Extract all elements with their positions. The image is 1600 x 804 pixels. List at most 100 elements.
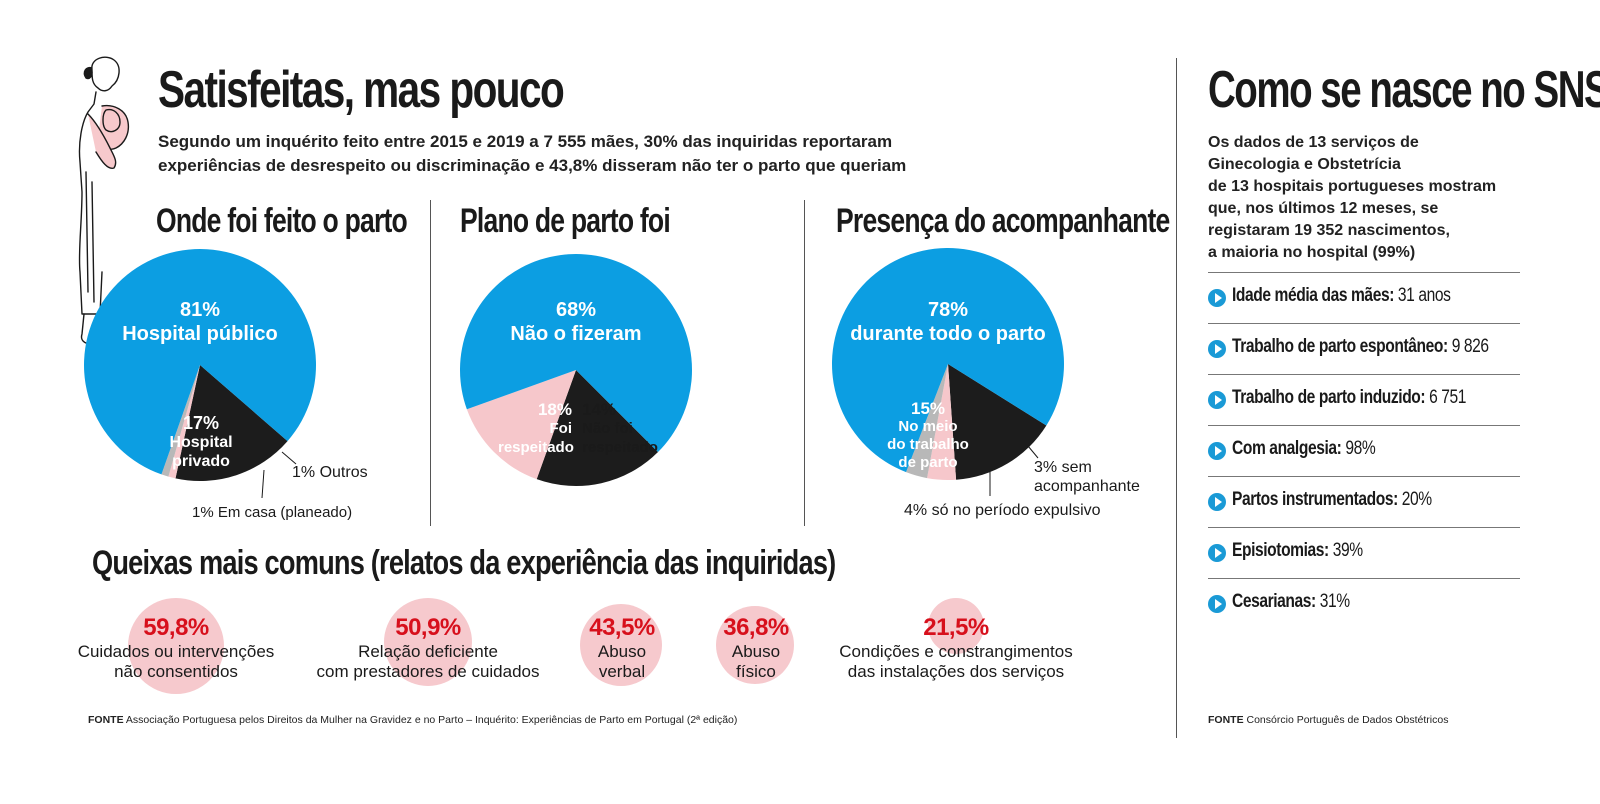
stat-value: 20%	[1397, 489, 1432, 510]
source-left-text: Associação Portuguesa pelos Direitos da …	[123, 714, 738, 726]
pie3-callout-expulsivo: 4% só no período expulsivo	[904, 502, 1101, 519]
stat-label: Com analgesia:	[1232, 438, 1342, 459]
divider-line-right	[1176, 58, 1177, 738]
stat-row-analgesia: Com analgesia: 98%	[1208, 425, 1520, 477]
complaint-label-4b: físico	[736, 662, 776, 681]
complaint-label-3b: verbal	[598, 662, 646, 681]
right-title: Como se nasce no SNS	[1208, 61, 1600, 119]
stat-label: Partos instrumentados:	[1232, 489, 1398, 510]
source-right: FONTE Consórcio Português de Dados Obsté…	[1208, 714, 1448, 726]
complaint-label-4: Abuso físico	[708, 642, 804, 682]
pie1-mid-text-1: Hospital	[169, 434, 233, 451]
complaint-label-5a: Condições e constrangimentos	[839, 642, 1073, 661]
stat-row-instrumentados: Partos instrumentados: 20%	[1208, 476, 1520, 528]
pie1-leader-casa	[261, 469, 265, 499]
stat-label: Episiotomias:	[1232, 540, 1329, 561]
pie1-big-pct: 81%	[179, 299, 221, 321]
stat-row-idade: Idade média das mães: 31 anos	[1208, 272, 1520, 324]
pie1-slice-hospital-privado	[175, 365, 288, 481]
pie3-leader-sem	[1027, 445, 1039, 459]
pie3-title: Presença do acompanhante	[836, 202, 1170, 240]
pie3-mid-text-1: No meio	[898, 418, 958, 435]
pie3-mid-text-2: do trabalho	[887, 436, 969, 453]
pie3-mid-pct: 15%	[910, 399, 946, 418]
complaint-bubble-2	[384, 598, 472, 686]
right-intro-line-2: Ginecologia e Obstetrícia	[1208, 156, 1401, 173]
complaint-pct-5: 21,5%	[923, 614, 989, 641]
stat-label: Idade média das mães:	[1232, 285, 1394, 306]
pie2-slice-foi-respeitado	[536, 370, 659, 486]
complaint-label-4a: Abuso	[731, 642, 781, 661]
stat-label: Trabalho de parto induzido:	[1232, 387, 1426, 408]
pie2-big-pct: 68%	[555, 299, 597, 321]
play-icon	[1208, 340, 1226, 358]
pie2-title: Plano de parto foi	[460, 202, 671, 240]
pie2-big-text: Não o fizeram	[510, 323, 642, 345]
main-title: Satisfeitas, mas pouco	[158, 61, 565, 119]
intro-text: Segundo um inquérito feito entre 2015 e …	[158, 130, 978, 178]
complaint-pct-3: 43,5%	[589, 614, 655, 641]
right-intro-line-3: de 13 hospitais portugueses mostram	[1208, 178, 1497, 195]
pie1-mid-text-2: privado	[172, 453, 230, 470]
play-icon	[1208, 493, 1226, 511]
pie2-pink-pct: 14%	[582, 400, 617, 419]
stat-row-episiotomias: Episiotomias: 39%	[1208, 527, 1520, 579]
right-intro-line-4: que, nos últimos 12 meses, se	[1208, 200, 1439, 217]
pie2-pink-text-1: Não foi	[582, 420, 633, 437]
divider-line-1	[430, 200, 431, 526]
pie3-slice-sem-acompanhante	[906, 364, 948, 479]
complaint-pct-4: 36,8%	[723, 614, 789, 641]
mother-baby-illustration	[78, 56, 130, 345]
stat-label: Trabalho de parto espontâneo:	[1232, 336, 1448, 357]
pie3-slice-no-meio-do-trabalho-de-parto	[948, 364, 1047, 480]
complaint-pct-1: 59,8%	[143, 614, 209, 641]
complaint-label-2a: Relação deficiente	[358, 642, 498, 661]
right-intro-line-1: Os dados de 13 serviços de	[1208, 134, 1419, 151]
pie1-slice-hospital-p-blico	[84, 248, 317, 475]
pie3-big-pct: 78%	[927, 299, 969, 321]
divider-line-2	[804, 200, 805, 526]
pie3-slice-s-no-per-odo-expulsivo	[927, 364, 957, 481]
complaint-label-2: Relação deficiente com prestadores de cu…	[316, 642, 540, 682]
complaint-bubble-4	[716, 606, 794, 684]
stat-row-cesarianas: Cesarianas: 31%	[1208, 578, 1520, 630]
complaint-label-3a: Abuso	[597, 642, 647, 661]
pie3-callout-sem-1: 3% sem	[1034, 459, 1092, 476]
intro-line-2: experiências de desrespeito ou discrimin…	[158, 156, 907, 175]
pie2-pink-text-2: respeitado	[582, 439, 658, 456]
pie2-black-text-1: Foi	[549, 420, 573, 437]
complaint-label-3: Abuso verbal	[574, 642, 670, 682]
pie1-leader-outros	[281, 451, 297, 465]
stat-value: 39%	[1328, 540, 1363, 561]
complaint-label-1: Cuidados ou intervenções não consentidos	[70, 642, 282, 682]
stat-label: Cesarianas:	[1232, 591, 1316, 612]
pie-charts	[84, 247, 1064, 499]
play-icon	[1208, 289, 1226, 307]
right-intro: Os dados de 13 serviços de Ginecologia e…	[1208, 132, 1538, 264]
pie1-mid-label: 17% Hospital privado	[146, 414, 256, 471]
play-icon	[1208, 595, 1226, 613]
complaint-label-1a: Cuidados ou intervenções	[77, 642, 275, 661]
stat-value: 9 826	[1447, 336, 1489, 357]
complaint-pct-2: 50,9%	[395, 614, 461, 641]
pie2-slice-n-o-foi-respeitado	[466, 370, 576, 480]
pie1-callout-casa: 1% Em casa (planeado)	[192, 504, 353, 521]
pie3-mid-text-3: de parto	[898, 454, 958, 471]
complaint-label-1b: não consentidos	[114, 662, 238, 681]
complaint-label-5b: das instalações dos serviços	[847, 662, 1065, 681]
pie1-slice-em-casa-planeado-	[168, 365, 200, 479]
intro-line-1: Segundo um inquérito feito entre 2015 e …	[158, 132, 893, 151]
play-icon	[1208, 391, 1226, 409]
complaint-bubble-5	[928, 598, 984, 654]
pie3-big-text: durante todo o parto	[850, 323, 1046, 345]
complaint-bubble-3	[580, 604, 662, 686]
source-right-text: Consórcio Português de Dados Obstétricos	[1243, 714, 1449, 726]
pie3-slice-durante-todo-o-parto	[831, 247, 1064, 473]
stat-value: 31%	[1315, 591, 1350, 612]
stat-row-induzido: Trabalho de parto induzido: 6 751	[1208, 374, 1520, 426]
pie2-black-label: 18% Foi respeitado	[498, 400, 574, 457]
complaint-label-2b: com prestadores de cuidados	[316, 662, 540, 681]
pie2-black-text-2: respeitado	[498, 439, 574, 456]
pie3-callout-sem-2: acompanhante	[1034, 478, 1140, 495]
stat-value: 6 751	[1425, 387, 1467, 408]
